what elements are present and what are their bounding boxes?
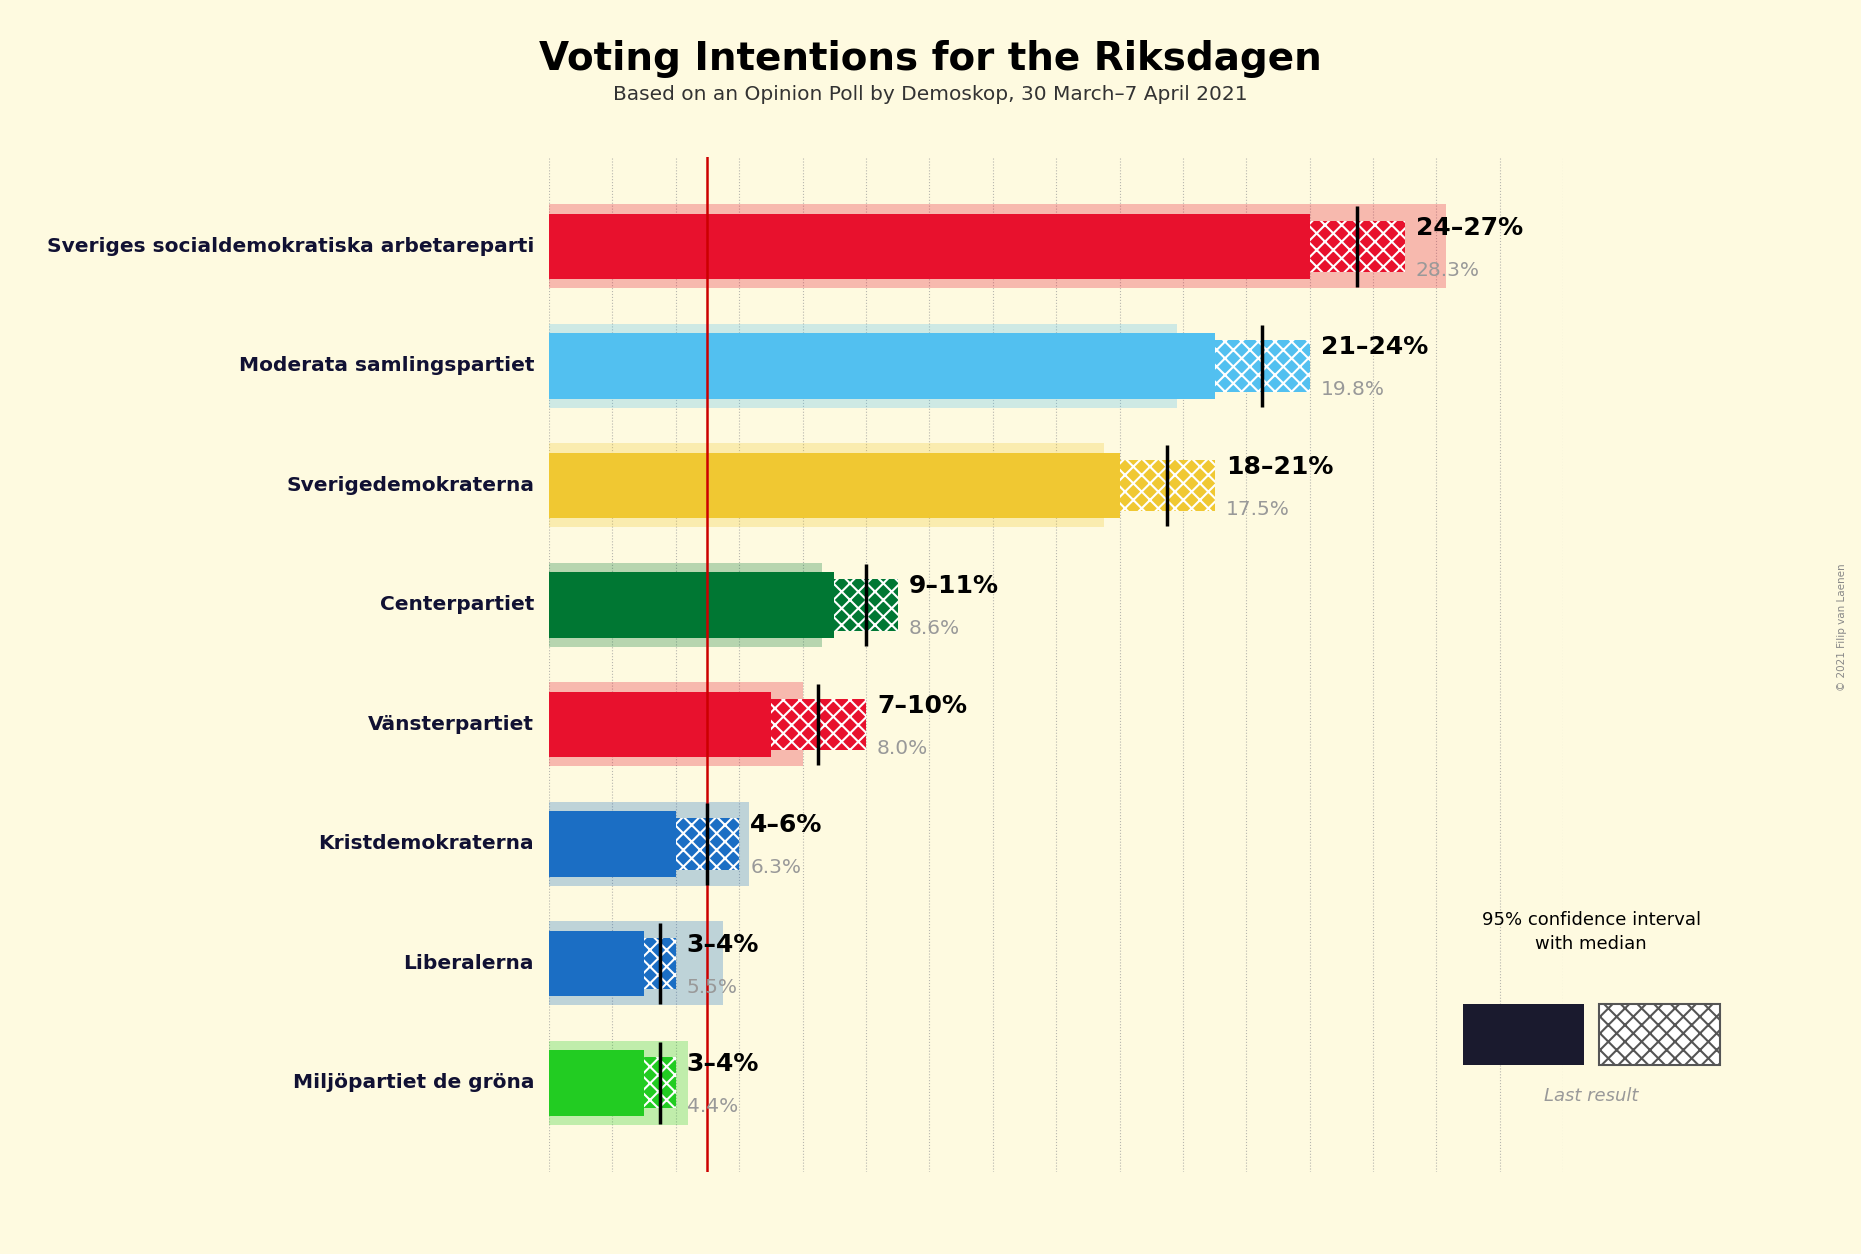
Text: Moderata samlingspartiet: Moderata samlingspartiet	[238, 356, 534, 375]
Bar	[549, 444, 1104, 528]
Bar	[549, 213, 1310, 280]
Text: 7–10%: 7–10%	[877, 693, 968, 717]
Text: 9–11%: 9–11%	[908, 574, 999, 598]
Bar	[549, 563, 821, 647]
Text: Last result: Last result	[1545, 1087, 1638, 1105]
Text: 28.3%: 28.3%	[1416, 261, 1479, 280]
Bar	[549, 324, 1176, 408]
Text: Kristdemokraterna: Kristdemokraterna	[318, 834, 534, 854]
Text: 3–4%: 3–4%	[687, 1052, 759, 1076]
Bar	[644, 938, 676, 989]
Bar	[676, 819, 739, 869]
Bar	[549, 572, 834, 638]
Bar	[770, 698, 865, 750]
Bar	[1215, 340, 1310, 391]
Bar	[549, 204, 1446, 288]
Text: 8.0%: 8.0%	[877, 739, 929, 757]
Text: 3–4%: 3–4%	[687, 933, 759, 957]
Text: 8.6%: 8.6%	[908, 619, 960, 638]
Bar	[549, 682, 802, 766]
Bar	[549, 930, 644, 996]
Text: 17.5%: 17.5%	[1226, 500, 1290, 519]
Bar	[644, 1057, 676, 1109]
Text: Centerpartiet: Centerpartiet	[380, 596, 534, 614]
Bar	[549, 691, 770, 757]
Bar	[549, 1050, 644, 1116]
Bar	[549, 922, 724, 1006]
Text: 21–24%: 21–24%	[1321, 335, 1427, 360]
Bar	[549, 334, 1215, 399]
Text: 19.8%: 19.8%	[1321, 380, 1385, 399]
Text: Based on an Opinion Poll by Demoskop, 30 March–7 April 2021: Based on an Opinion Poll by Demoskop, 30…	[612, 85, 1249, 104]
Bar	[1120, 460, 1215, 510]
Text: 6.3%: 6.3%	[750, 858, 802, 878]
Bar	[549, 811, 676, 877]
Text: Vänsterpartiet: Vänsterpartiet	[368, 715, 534, 734]
Bar	[549, 453, 1120, 518]
Text: Liberalerna: Liberalerna	[404, 954, 534, 973]
Text: 95% confidence interval
with median: 95% confidence interval with median	[1481, 912, 1701, 953]
Bar	[549, 801, 748, 885]
Text: 18–21%: 18–21%	[1226, 455, 1332, 479]
Text: 5.5%: 5.5%	[687, 978, 737, 997]
Text: © 2021 Filip van Laenen: © 2021 Filip van Laenen	[1837, 563, 1848, 691]
Text: 4–6%: 4–6%	[750, 814, 823, 838]
Bar	[1310, 221, 1405, 272]
Text: Voting Intentions for the Riksdagen: Voting Intentions for the Riksdagen	[540, 40, 1321, 78]
Text: Miljöpartiet de gröna: Miljöpartiet de gröna	[292, 1073, 534, 1092]
Bar	[549, 1041, 689, 1125]
Text: 4.4%: 4.4%	[687, 1097, 739, 1116]
Bar	[834, 579, 897, 631]
Text: 24–27%: 24–27%	[1416, 216, 1522, 240]
Text: Sverigedemokraterna: Sverigedemokraterna	[287, 475, 534, 495]
Text: Sveriges socialdemokratiska arbetareparti: Sveriges socialdemokratiska arbetarepart…	[47, 237, 534, 256]
